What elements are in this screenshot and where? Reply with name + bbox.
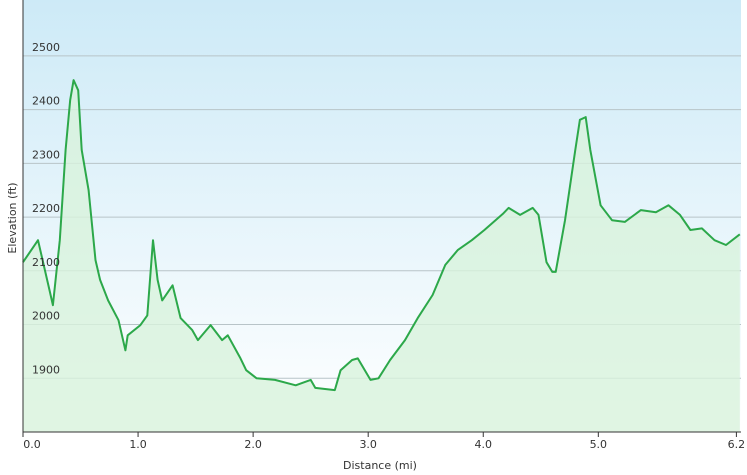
x-tick-label: 1.0 bbox=[129, 438, 147, 451]
elevation-line bbox=[22, 79, 741, 392]
area-fill bbox=[23, 80, 740, 432]
x-tick-label: 3.0 bbox=[359, 438, 377, 451]
x-tick-label: 5.0 bbox=[590, 438, 608, 451]
x-tick-label: 2.0 bbox=[244, 438, 262, 451]
y-tick-label: 2500 bbox=[32, 41, 60, 54]
x-tick-label: 4.0 bbox=[475, 438, 493, 451]
x-tick-label: 0.0 bbox=[23, 438, 41, 451]
x-tick-label: 6.2 bbox=[728, 438, 746, 451]
y-axis-label: Elevation (ft) bbox=[6, 182, 19, 253]
y-tick-label: 2200 bbox=[32, 202, 60, 215]
x-axis-label: Distance (mi) bbox=[343, 459, 417, 472]
y-tick-label: 2000 bbox=[32, 310, 60, 323]
y-tick-label: 2400 bbox=[32, 95, 60, 108]
y-tick-label: 1900 bbox=[32, 363, 60, 376]
y-tick-label: 2300 bbox=[32, 148, 60, 161]
y-tick-label: 2100 bbox=[32, 256, 60, 269]
